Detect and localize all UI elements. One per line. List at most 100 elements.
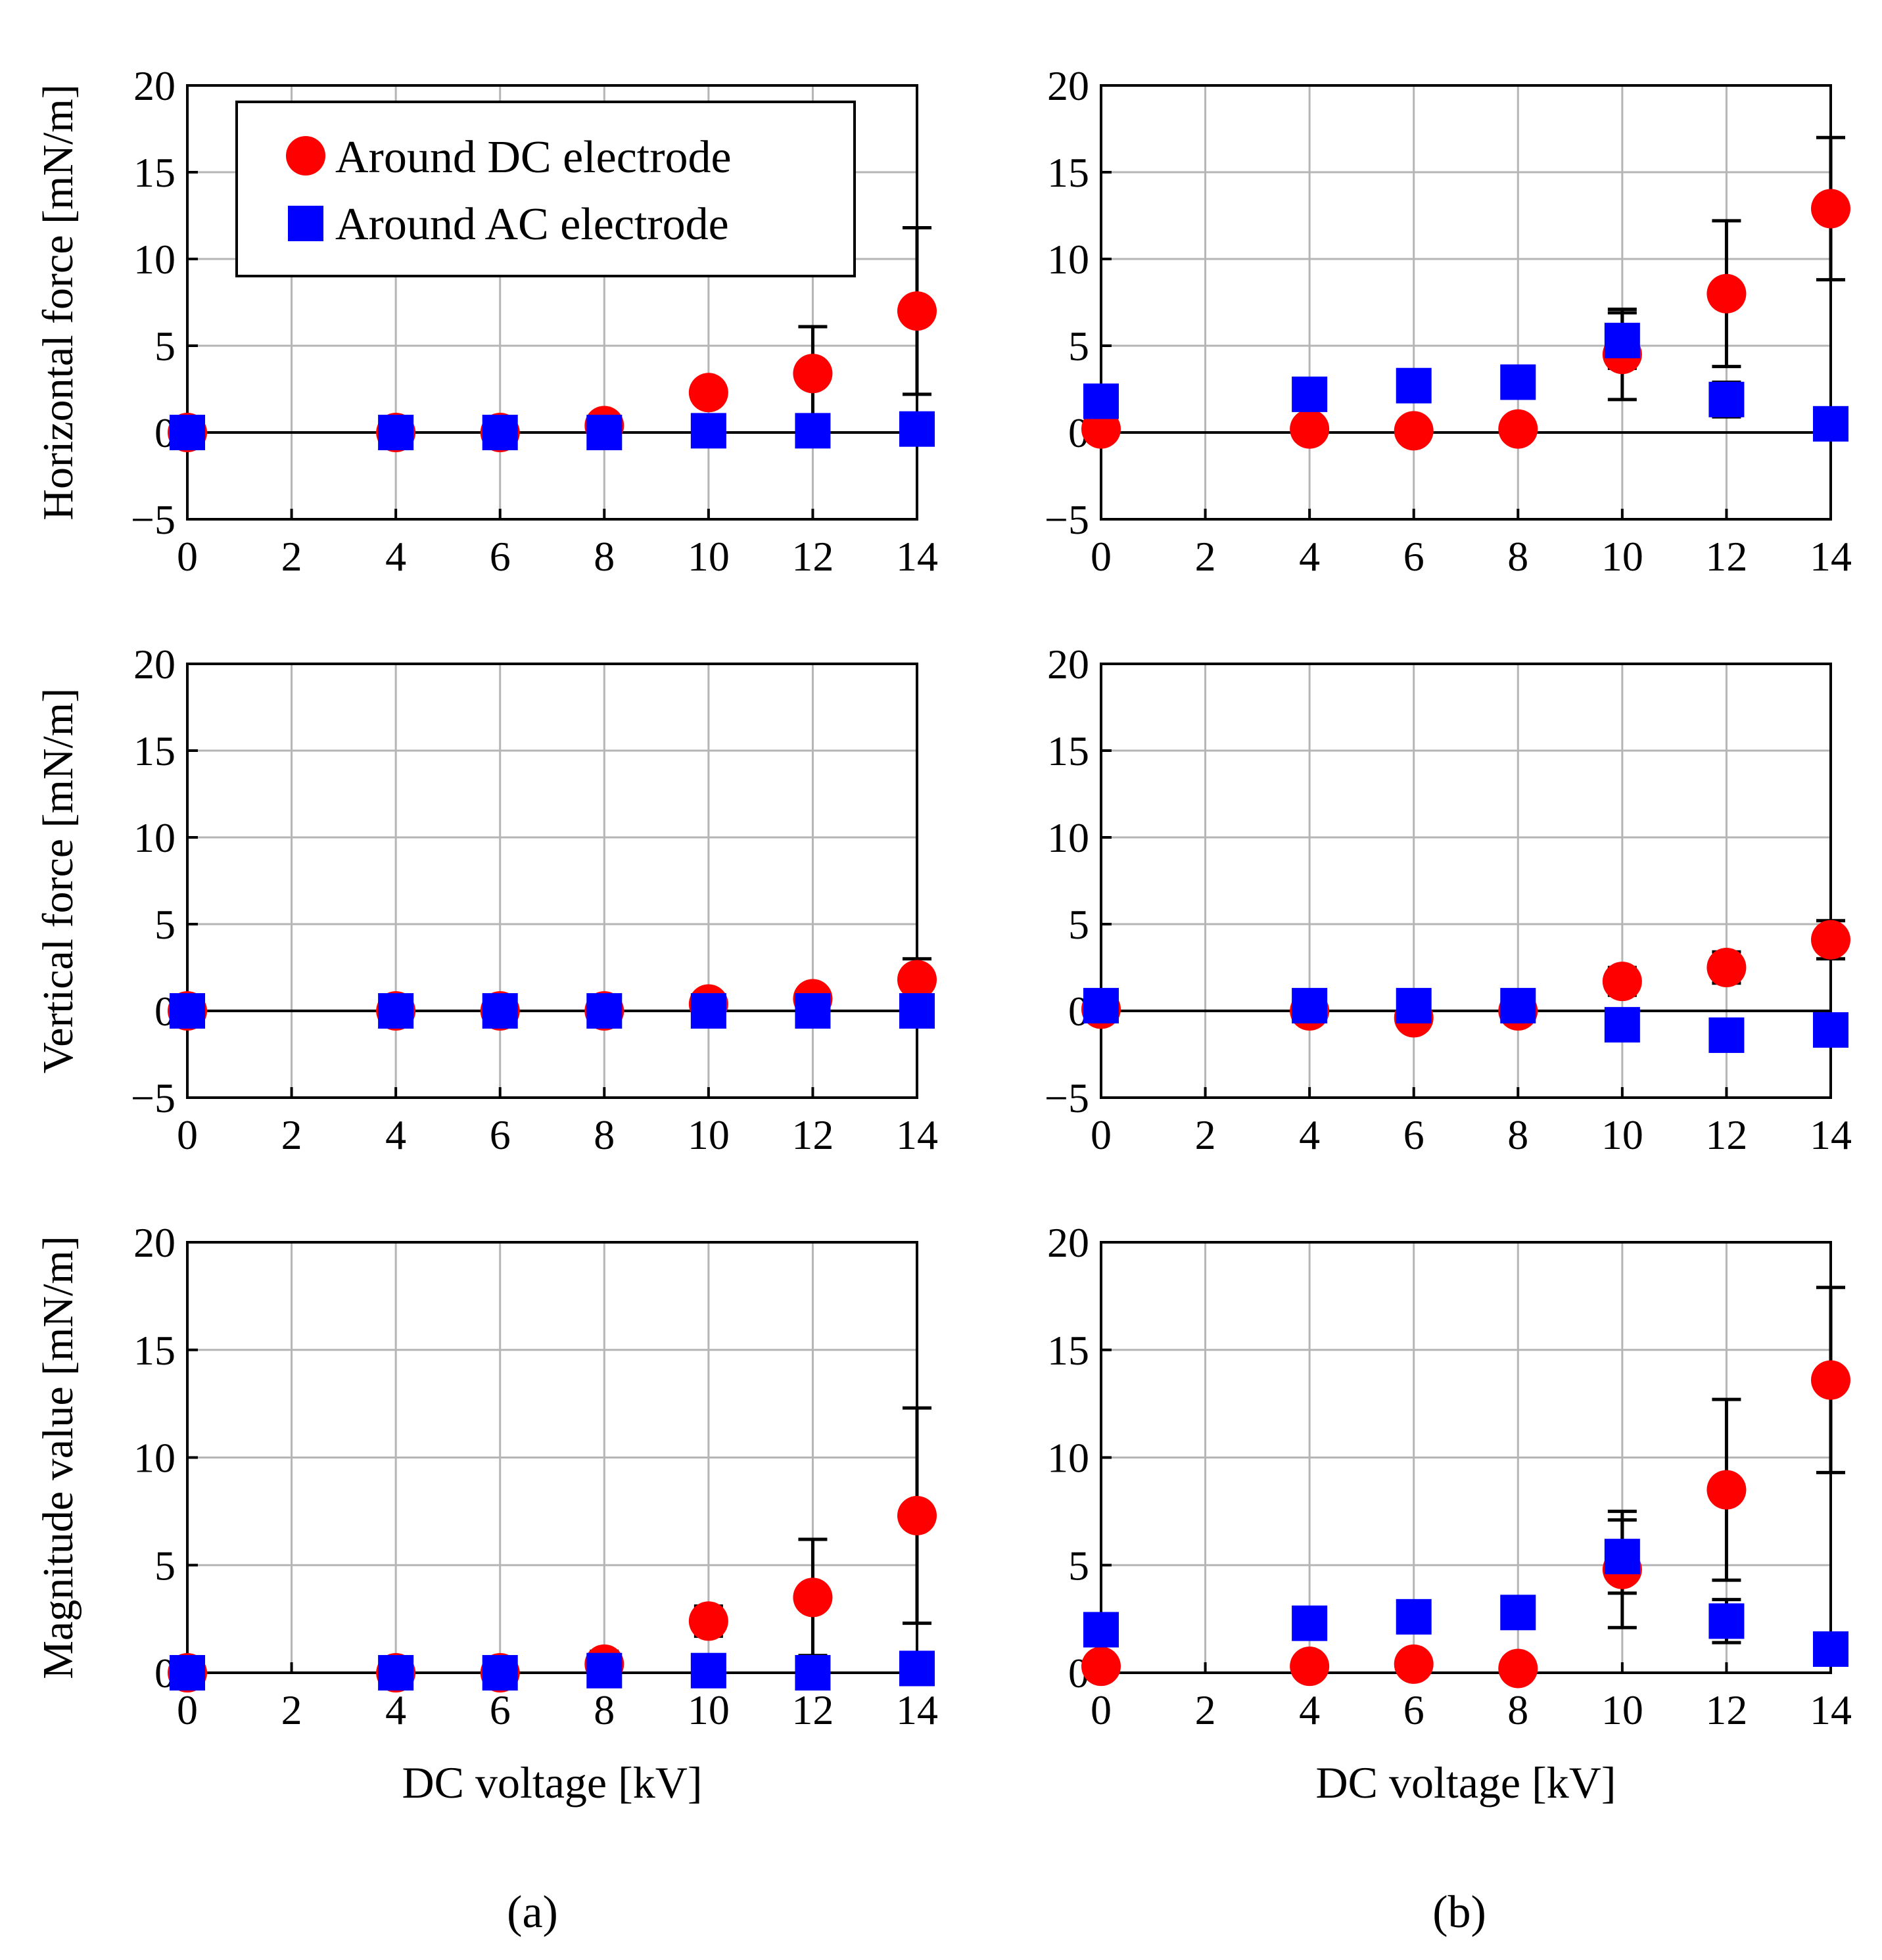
x-tick-label: 4 [1299,1687,1320,1733]
dc-point [1394,411,1434,451]
y-tick-label: 5 [1068,323,1089,369]
x-tick-label: 12 [1705,1687,1747,1733]
y-tick-label: −5 [131,1075,176,1121]
x-axis-label: DC voltage [kV] [1315,1758,1616,1808]
dc-point [1081,409,1121,449]
y-tick-label: 15 [1047,728,1089,774]
ac-point [482,1655,518,1691]
x-tick-label: 0 [1091,1687,1112,1733]
x-tick-label: 10 [1601,1687,1643,1733]
x-tick-label: 4 [1299,533,1320,580]
ac-point [1500,988,1536,1024]
legend-dc-marker [286,136,325,175]
ac-point [1813,1012,1848,1048]
x-tick-label: 2 [281,1687,302,1733]
dc-point [1811,920,1850,960]
dc-point [1602,962,1642,1002]
ac-point [899,411,935,447]
x-tick-label: 4 [385,1687,406,1733]
ac-point [170,415,205,450]
x-tick-label: 8 [1507,1687,1528,1733]
ac-point [899,993,935,1029]
x-tick-label: 0 [1091,533,1112,580]
x-tick-label: 2 [1195,533,1216,580]
dc-point [1706,948,1747,987]
y-tick-label: −5 [1045,496,1089,543]
y-tick-label: 15 [133,1327,176,1374]
x-tick-label: 8 [1507,1111,1528,1158]
y-tick-label: 5 [1068,901,1089,948]
x-tick-label: 2 [281,533,302,580]
x-tick-label: 2 [1195,1111,1216,1158]
ac-point [586,415,623,450]
dc-point [897,291,937,331]
x-tick-label: 0 [177,533,198,580]
dc-point [1290,1646,1330,1687]
x-tick-label: 14 [1810,1111,1852,1158]
panel-label-a: (a) [507,1887,558,1938]
y-tick-label: 20 [133,1219,176,1266]
y-tick-label: 10 [1047,814,1089,861]
ac-point [482,415,518,450]
y-tick-label: 20 [1047,62,1089,109]
legend-ac-marker [288,206,323,241]
y-tick-label: 10 [1047,236,1089,283]
dc-point [1290,409,1330,449]
x-tick-label: 6 [490,1111,511,1158]
y-tick-label: 20 [1047,641,1089,688]
ac-point [1813,1631,1848,1667]
x-tick-label: 12 [791,533,834,580]
ac-point [1500,364,1536,400]
ac-point [170,1655,205,1691]
x-tick-label: 10 [1601,533,1643,580]
y-tick-label: −5 [1045,1075,1089,1121]
ac-point [690,993,726,1029]
y-axis-label: Magnitude value [mN/m] [34,1236,82,1679]
y-tick-label: 5 [154,901,176,948]
y-tick-label: 5 [154,1542,176,1589]
panel-label-b: (b) [1432,1887,1486,1938]
y-tick-label: 20 [1047,1219,1089,1266]
legend-ac-label: Around AC electrode [335,199,729,250]
x-tick-label: 8 [594,1687,615,1733]
y-tick-label: 10 [1047,1435,1089,1482]
ac-point [1083,1612,1119,1648]
y-tick-label: 5 [1068,1542,1089,1589]
x-tick-label: 4 [1299,1111,1320,1158]
ac-point [586,1652,623,1689]
x-tick-label: 14 [896,1687,938,1733]
ac-point [1604,1007,1640,1043]
ac-point [690,1652,726,1689]
ac-point [899,1650,935,1687]
ac-point [795,1655,831,1691]
x-axis-label: DC voltage [kV] [402,1758,702,1808]
x-tick-label: 8 [594,1111,615,1158]
x-tick-label: 6 [1403,533,1424,580]
dc-point [1706,1470,1747,1510]
ac-point [1708,1603,1745,1639]
dc-point [1811,1360,1850,1400]
ac-point [1396,988,1432,1024]
ac-point [795,413,831,449]
ac-point [378,415,414,450]
y-tick-label: 5 [154,323,176,369]
x-tick-label: 14 [896,1111,938,1158]
ac-point [1604,323,1640,359]
y-axis-label: Horizontal force [mN/m] [34,84,82,520]
dc-point [1706,273,1747,314]
ac-point [378,1655,414,1691]
x-tick-label: 10 [1601,1111,1643,1158]
x-tick-label: 12 [1705,1111,1747,1158]
x-tick-label: 6 [490,533,511,580]
dc-point [1498,409,1538,449]
dc-point [688,1601,728,1641]
legend-box [235,101,856,277]
ac-point [170,993,205,1029]
x-tick-label: 14 [896,533,938,580]
y-tick-label: 15 [1047,1327,1089,1374]
ac-point [1396,367,1432,404]
